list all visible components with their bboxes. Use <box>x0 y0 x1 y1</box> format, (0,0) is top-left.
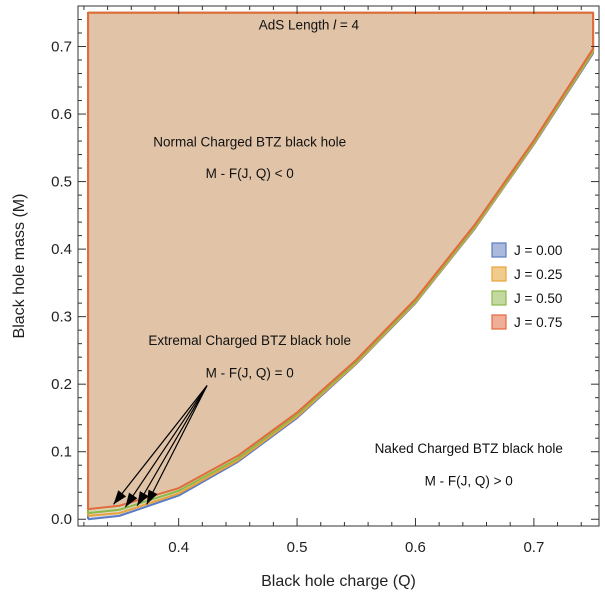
arrow-line-1 <box>124 385 208 508</box>
normal-region-title: Normal Charged BTZ black hole <box>153 134 346 149</box>
plot-regions <box>87 11 595 521</box>
arrow-line-0 <box>113 385 208 505</box>
axis-tick-labels: 0.4 0.5 0.6 0.7 0.0 0.1 0.2 0.3 0.4 0.5 0.6 0.7 <box>51 39 544 556</box>
region-fill-3 <box>88 12 594 510</box>
axis-ticks <box>78 6 599 526</box>
naked-region-title: Naked Charged BTZ black hole <box>375 441 563 456</box>
y-tick-label: 0.2 <box>51 376 72 393</box>
x-tick-label: 0.5 <box>287 539 308 556</box>
region-edge-3 <box>87 11 595 511</box>
region-fill-2 <box>88 12 594 514</box>
arrow-head-0 <box>113 490 127 505</box>
ads-length-symbol: l <box>333 18 337 33</box>
region-fill-1 <box>88 12 594 516</box>
y-tick-label: 0.7 <box>51 39 72 56</box>
plot-frame <box>77 5 600 527</box>
annotations: AdS Length l = 4 Normal Charged BTZ blac… <box>148 18 563 489</box>
arrow-head-3 <box>146 489 158 505</box>
y-axis-title: Black hole mass (M) <box>11 194 28 339</box>
legend-label-0: J = 0.00 <box>514 243 562 258</box>
x-axis-title: Black hole charge (Q) <box>261 573 416 590</box>
y-tick-label: 0.5 <box>51 174 72 191</box>
ads-length-value: = 4 <box>336 18 359 33</box>
y-tick-label: 0.4 <box>51 241 72 258</box>
legend-label-2: J = 0.50 <box>514 291 562 306</box>
arrow-head-1 <box>125 492 138 508</box>
y-tick-label: 0.3 <box>51 309 72 326</box>
y-tick-label: 0.1 <box>51 444 72 461</box>
arrow-line-3 <box>146 385 208 505</box>
legend: J = 0.00 J = 0.25 J = 0.50 J = 0.75 <box>491 242 562 330</box>
extremal-arrows <box>113 385 208 508</box>
y-tick-label: 0.0 <box>51 511 72 528</box>
ads-length-label: AdS Length l = 4 <box>259 18 360 33</box>
x-tick-label: 0.4 <box>168 539 189 556</box>
region-fill-0 <box>88 12 594 520</box>
y-tick-label: 0.6 <box>51 106 72 123</box>
arrow-line-2 <box>136 385 208 507</box>
legend-label-3: J = 0.75 <box>514 315 562 330</box>
extremal-region-condition: M - F(J, Q) = 0 <box>206 365 294 380</box>
legend-swatch-2 <box>491 290 507 306</box>
x-tick-label: 0.6 <box>405 539 426 556</box>
normal-region-condition: M - F(J, Q) < 0 <box>206 166 294 181</box>
legend-swatch-3 <box>491 314 507 330</box>
legend-swatch-0 <box>491 242 507 258</box>
arrow-head-2 <box>137 491 149 506</box>
naked-region-condition: M - F(J, Q) > 0 <box>425 473 513 488</box>
legend-swatch-1 <box>491 266 507 282</box>
x-tick-label: 0.7 <box>523 539 544 556</box>
extremal-region-title: Extremal Charged BTZ black hole <box>148 333 351 348</box>
legend-label-1: J = 0.25 <box>514 267 562 282</box>
ads-length-prefix: AdS Length <box>259 18 333 33</box>
